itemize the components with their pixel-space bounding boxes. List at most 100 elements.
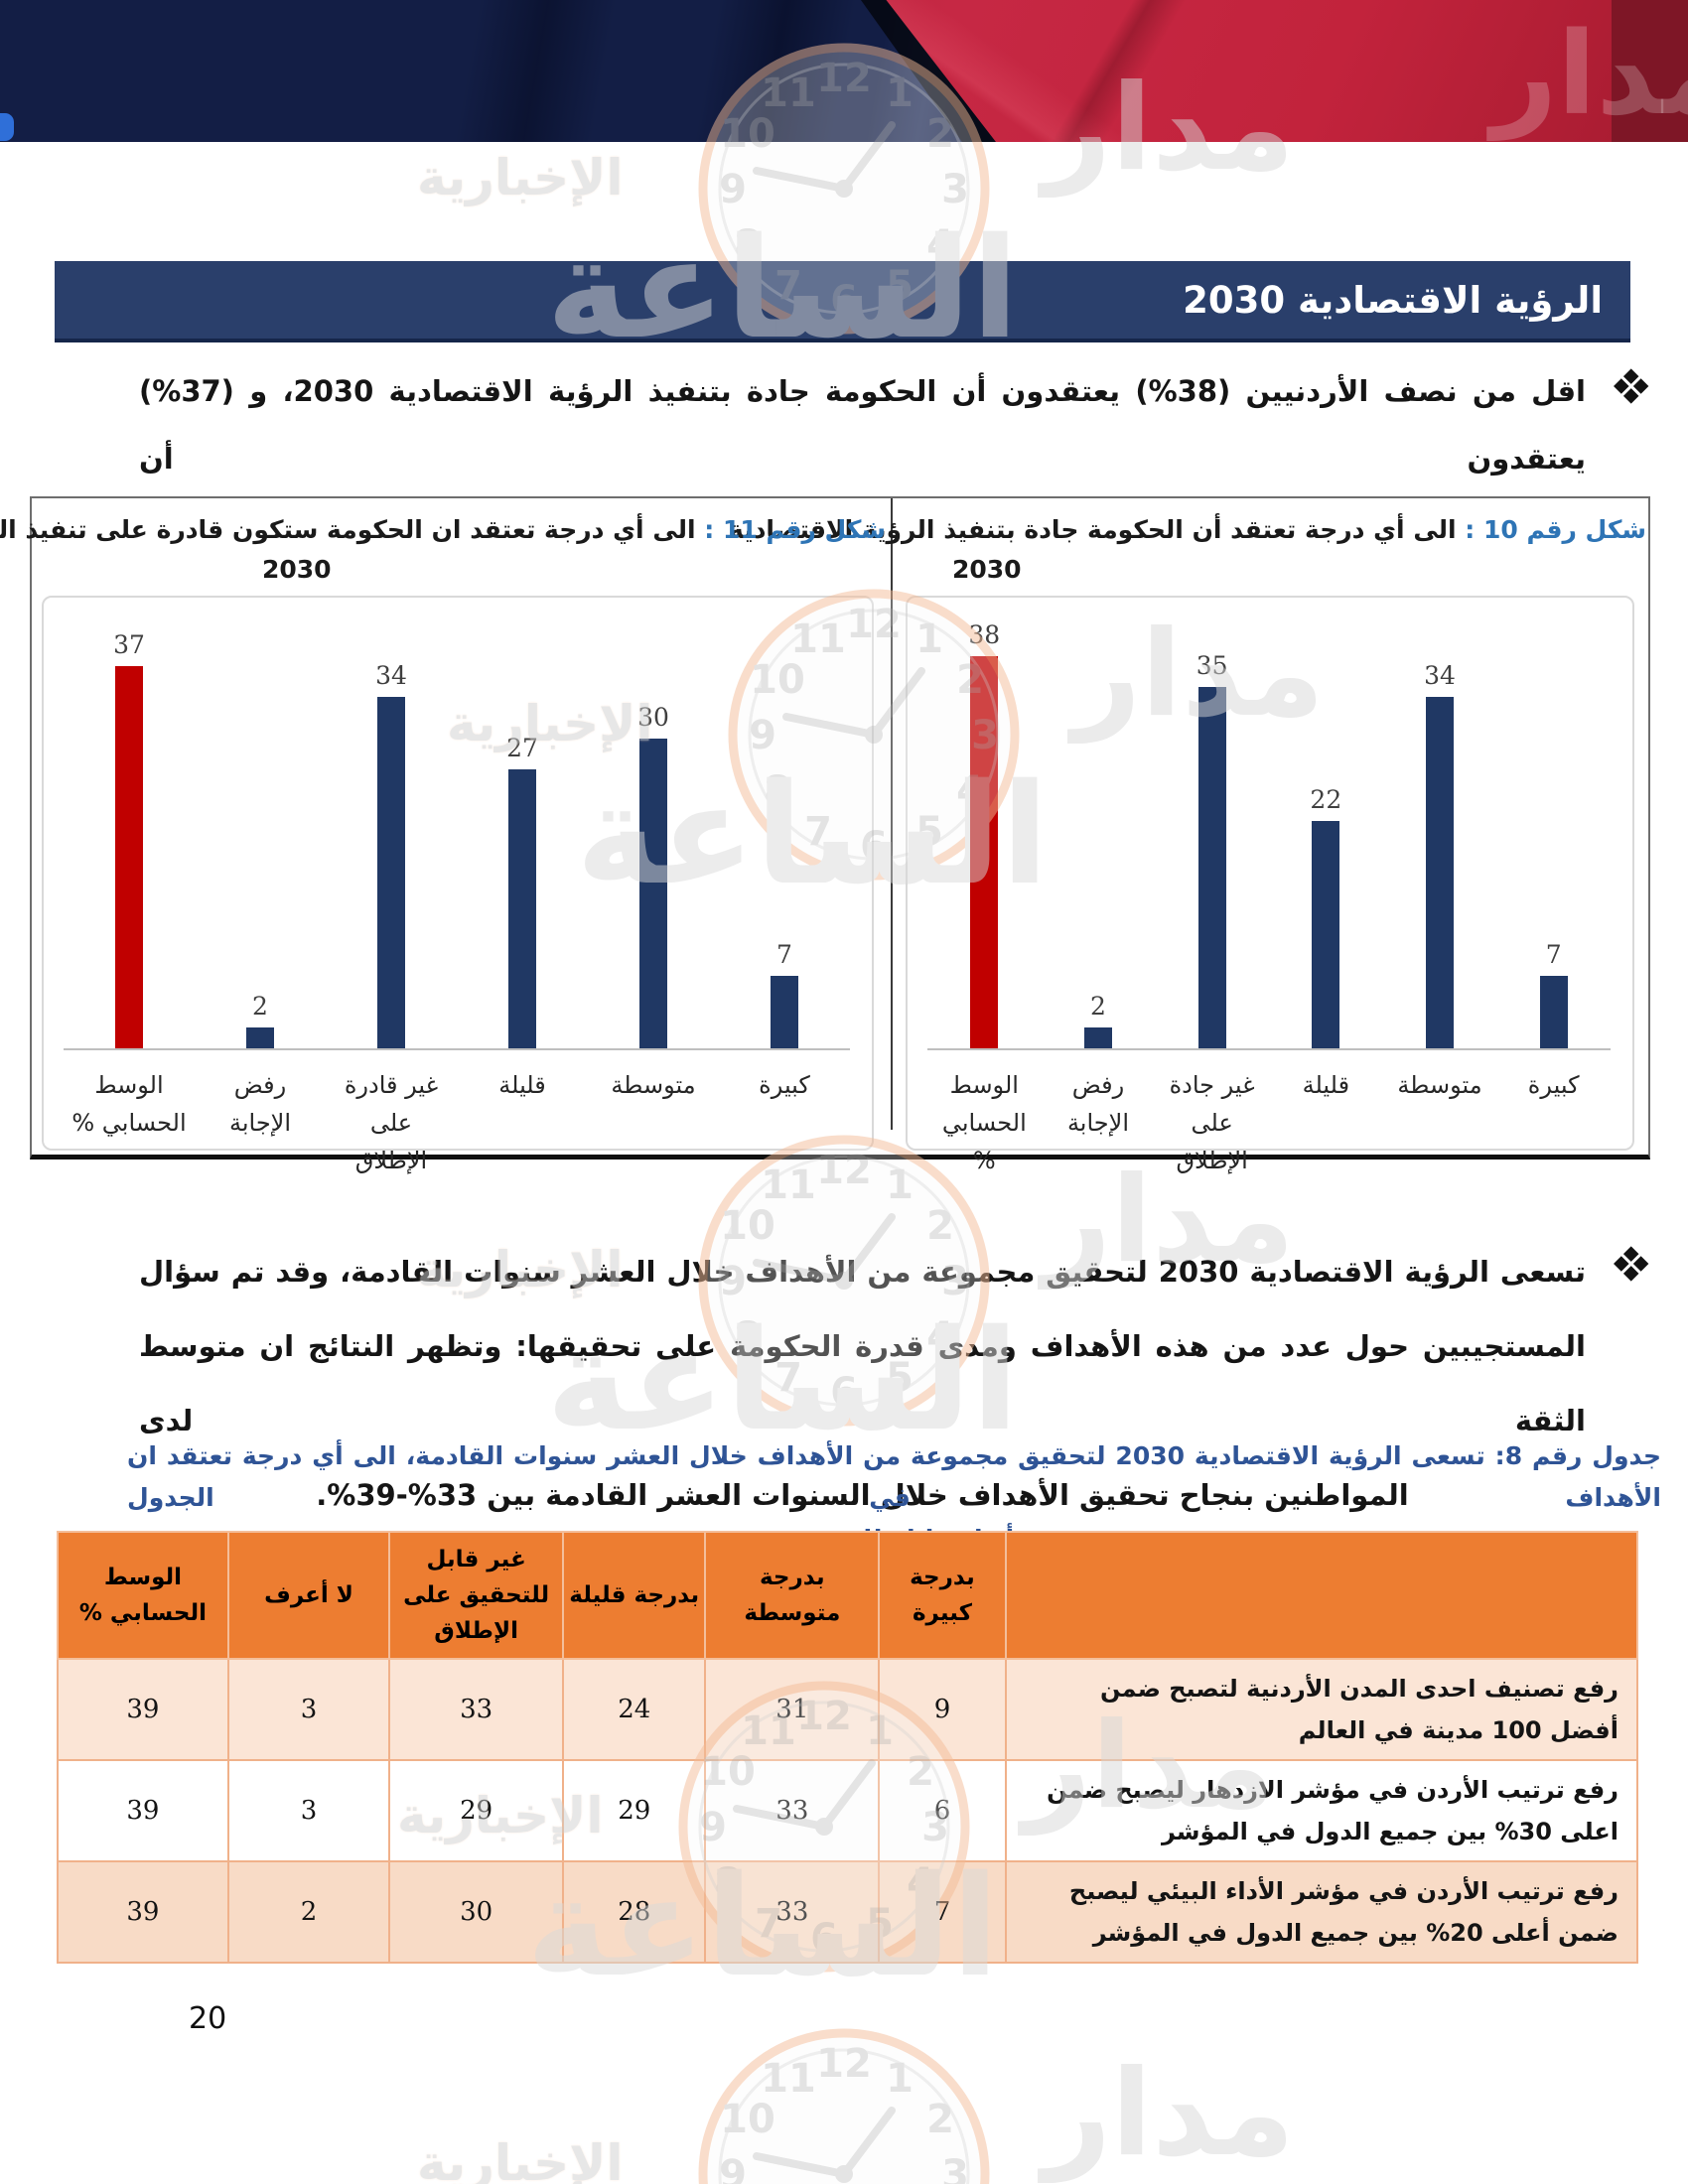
bar-slot: 34 <box>326 661 457 1048</box>
figure-10-number-label: شكل رقم 10 <box>1482 515 1646 544</box>
paragraph-1-line-1: اقل من نصف الأردنيين (38%) يعتقدون أن ال… <box>139 374 1586 476</box>
header-dont-know: لا أعرف <box>226 1531 391 1660</box>
page-number: 20 <box>189 2001 227 2036</box>
bar-slot: 2 <box>195 992 326 1048</box>
svg-text:12: 12 <box>816 2041 872 2087</box>
bar <box>1312 821 1340 1048</box>
bar-slot: 35 <box>1155 651 1269 1048</box>
watermark-brand-text: مدار <box>1043 2045 1295 2183</box>
bar-value-label: 38 <box>968 619 1001 649</box>
low-cell: 28 <box>562 1860 707 1964</box>
svg-text:2: 2 <box>926 2097 954 2142</box>
medium-cell: 33 <box>704 1860 881 1964</box>
bar <box>1083 1027 1112 1048</box>
figure-11-category-axis: كبيرة متوسطة قليلة غير قادرة على الإطلاق رفض… <box>64 1062 850 1179</box>
category-label: غير قادرة على الإطلاق <box>344 1071 439 1174</box>
category-label: كبيرة <box>1527 1071 1580 1099</box>
figures-divider <box>891 498 893 1130</box>
svg-text:9: 9 <box>719 2152 747 2184</box>
category-label: متوسطة <box>1397 1071 1482 1099</box>
high-cell: 7 <box>878 1860 1007 1964</box>
bar-value-label: 34 <box>375 661 407 691</box>
high-cell: 6 <box>878 1759 1007 1862</box>
table-row: رفع ترتيب الأردن في مؤشر الأداء البيئي ل… <box>57 1860 1639 1964</box>
header-not-achievable: غير قابل للتحقيق على الإطلاق <box>388 1531 565 1660</box>
bar-value-label: 27 <box>506 734 538 763</box>
low-cell: 24 <box>562 1658 707 1761</box>
medium-cell: 33 <box>704 1759 881 1862</box>
bar-slot: 22 <box>1269 785 1383 1048</box>
bar-value-label: 7 <box>776 940 792 970</box>
mean-cell: 39 <box>57 1759 229 1862</box>
table-header-row: بدرجة كبيرة بدرجة متوسطة بدرجة قليلة غير… <box>57 1531 1639 1660</box>
header-low-degree: بدرجة قليلة <box>562 1531 707 1660</box>
bar-slot: 37 <box>64 630 195 1048</box>
svg-text:9: 9 <box>719 167 747 212</box>
watermark-brand-text: الإخبارية <box>417 2134 624 2184</box>
banner-red-zone <box>886 0 1688 142</box>
bar-slot: 2 <box>1042 992 1156 1048</box>
figure-11-title: شكل رقم 11 : الى أي درجة تعتقد ان الحكوم… <box>0 515 886 544</box>
figure-10-title-year: 2030 <box>952 555 1022 584</box>
table-caption: جدول رقم 8: تسعى الرؤية الاقتصادية 2030 … <box>127 1435 1661 1561</box>
bar-value-label: 2 <box>252 992 268 1022</box>
category-label: متوسطة <box>611 1071 696 1099</box>
goal-cell: رفع تصنيف احدى المدن الأردنية لتصبح ضمن … <box>1004 1658 1639 1761</box>
figures-box: شكل رقم 10 : الى أي درجة تعتقد أن الحكوم… <box>0 496 1650 1174</box>
svg-text:3: 3 <box>941 2152 969 2184</box>
category-label: رفض الإجابة <box>228 1071 292 1137</box>
bar <box>970 655 999 1048</box>
goal-cell: رفع ترتيب الأردن في مؤشر الأداء البيئي ل… <box>1004 1860 1639 1964</box>
dont_know-cell: 3 <box>226 1658 391 1761</box>
header-goal <box>1004 1531 1639 1660</box>
not_achievable-cell: 29 <box>388 1759 565 1862</box>
bar-value-label: 30 <box>637 703 669 732</box>
bar <box>1197 687 1226 1048</box>
bullet-diamond-icon <box>1613 368 1649 405</box>
bar <box>508 769 536 1048</box>
bar-slot: 7 <box>719 940 850 1048</box>
table-row: رفع ترتيب الأردن في مؤشر الازدهار ليصبح … <box>57 1759 1639 1862</box>
header-mean: الوسط الحسابي % <box>57 1531 229 1660</box>
bar-value-label: 34 <box>1424 661 1456 691</box>
watermark-brand-text: الإخبارية <box>417 149 624 206</box>
category-label: رفض الإجابة <box>1066 1071 1129 1137</box>
category-label: الوسط الحسابي % <box>941 1071 1027 1174</box>
bar-slot: 27 <box>457 734 588 1048</box>
category-label: كبيرة <box>759 1071 810 1099</box>
bar-value-label: 37 <box>113 630 145 660</box>
paragraph-2-line-1: تسعى الرؤية الاقتصادية 2030 لتحقيق مجموع… <box>139 1255 1586 1289</box>
low-cell: 29 <box>562 1759 707 1862</box>
medium-cell: 31 <box>704 1658 881 1761</box>
bar-value-label: 35 <box>1196 651 1228 680</box>
section-title: الرؤية الاقتصادية 2030 <box>1183 278 1603 322</box>
svg-text:3: 3 <box>941 167 969 212</box>
high-cell: 9 <box>878 1658 1007 1761</box>
table-caption-line-1: جدول رقم 8: تسعى الرؤية الاقتصادية 2030 … <box>127 1441 1661 1512</box>
goal-cell: رفع ترتيب الأردن في مؤشر الازدهار ليصبح … <box>1004 1759 1639 1862</box>
bar <box>246 1027 274 1048</box>
svg-text:11: 11 <box>761 2056 816 2102</box>
section-title-bar: الرؤية الاقتصادية 2030 <box>55 261 1630 342</box>
figure-11-number-label: شكل رقم 11 <box>722 515 886 544</box>
header-banner-image <box>0 0 1688 142</box>
bar <box>1539 976 1568 1048</box>
banner-red-facets <box>886 0 1688 142</box>
dont_know-cell: 3 <box>226 1759 391 1862</box>
figure-11-panel: شكل رقم 11 : الى أي درجة تعتقد ان الحكوم… <box>0 498 886 1174</box>
bar-slot: 38 <box>927 620 1042 1048</box>
goals-table: بدرجة كبيرة بدرجة متوسطة بدرجة قليلة غير… <box>57 1531 1639 1964</box>
bar-value-label: 2 <box>1090 992 1106 1022</box>
category-label: قليلة <box>498 1071 546 1099</box>
figure-10-title: شكل رقم 10 : الى أي درجة تعتقد أن الحكوم… <box>729 515 1646 544</box>
header-high-degree: بدرجة كبيرة <box>878 1531 1007 1660</box>
paragraph-2-line-3: المواطنين بنجاح تحقيق الأهداف خلال السنو… <box>316 1478 1409 1512</box>
figure-11-bars-area: 7 30 27 34 2 37 <box>64 608 850 1050</box>
bar-slot: 7 <box>1496 940 1611 1048</box>
not_achievable-cell: 33 <box>388 1658 565 1761</box>
banner-blue-chip <box>0 113 14 141</box>
mean-cell: 39 <box>57 1658 229 1761</box>
figure-10-panel: شكل رقم 10 : الى أي درجة تعتقد أن الحكوم… <box>729 498 1646 1174</box>
svg-text:1: 1 <box>886 1162 914 1208</box>
